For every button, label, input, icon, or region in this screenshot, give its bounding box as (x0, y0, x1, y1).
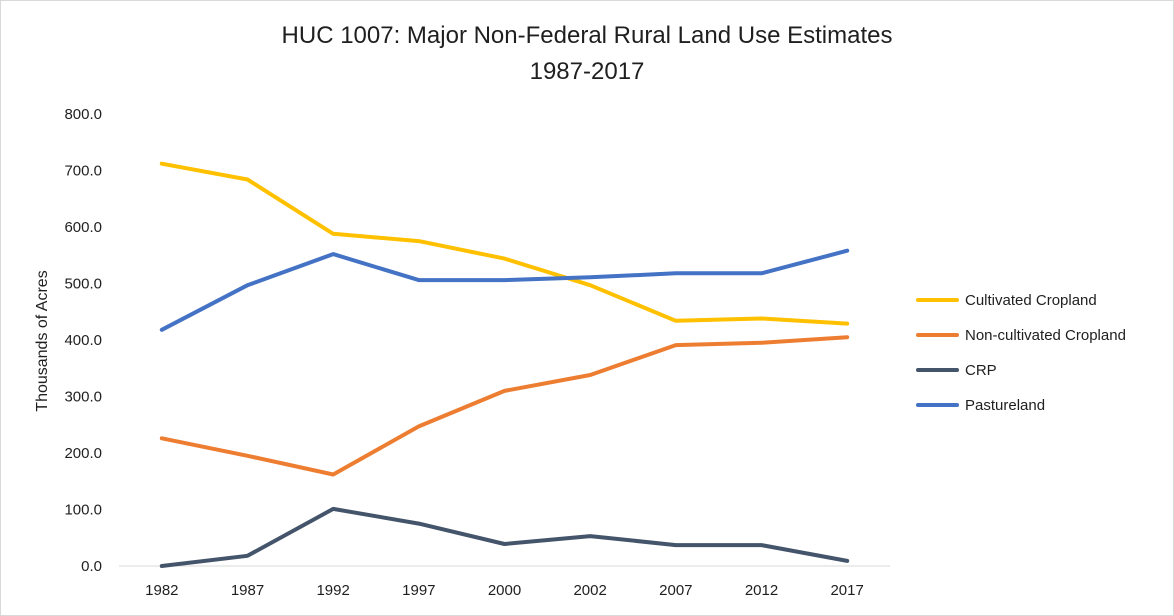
x-tick-label: 2017 (830, 582, 863, 599)
chart-subtitle: 1987-2017 (529, 58, 645, 85)
legend-label-non-cultivated-cropland: Non-cultivated Cropland (965, 327, 1126, 344)
series-line-crp (159, 506, 850, 568)
y-tick-label: 700.0 (64, 163, 102, 180)
legend-label-pastureland: Pastureland (965, 397, 1045, 414)
x-tick-label: 1997 (402, 582, 435, 599)
y-axis-label: Thousands of Acres (34, 270, 51, 411)
x-tick-label: 1992 (316, 582, 349, 599)
legend-label-crp: CRP (965, 362, 997, 379)
x-tick-label: 1987 (231, 582, 264, 599)
series-line-non-cultivated-cropland (159, 335, 850, 477)
legend: Cultivated Cropland Non-cultivated Cropla… (916, 292, 1126, 414)
y-tick-label: 600.0 (64, 219, 102, 236)
x-tick-label: 2012 (745, 582, 778, 599)
x-tick-label: 2002 (573, 582, 606, 599)
legend-label-cultivated-cropland: Cultivated Cropland (965, 292, 1097, 309)
series-lines (159, 161, 850, 568)
x-tick-label: 2000 (488, 582, 521, 599)
series-line-cultivated-cropland (159, 161, 850, 326)
x-tick-label: 2007 (659, 582, 692, 599)
y-tick-label: 0.0 (81, 558, 102, 575)
y-tick-label: 500.0 (64, 276, 102, 293)
series-line-pastureland (159, 248, 850, 332)
y-tick-label: 100.0 (64, 502, 102, 519)
x-tick-label: 1982 (145, 582, 178, 599)
y-tick-label: 400.0 (64, 332, 102, 349)
y-tick-label: 300.0 (64, 389, 102, 406)
y-tick-label: 800.0 (64, 106, 102, 123)
chart-title: HUC 1007: Major Non-Federal Rural Land U… (281, 22, 893, 49)
y-tick-label: 200.0 (64, 445, 102, 462)
axes: 0.0 100.0 200.0 300.0 400.0 500.0 600.0 700.0 80… (64, 106, 890, 599)
